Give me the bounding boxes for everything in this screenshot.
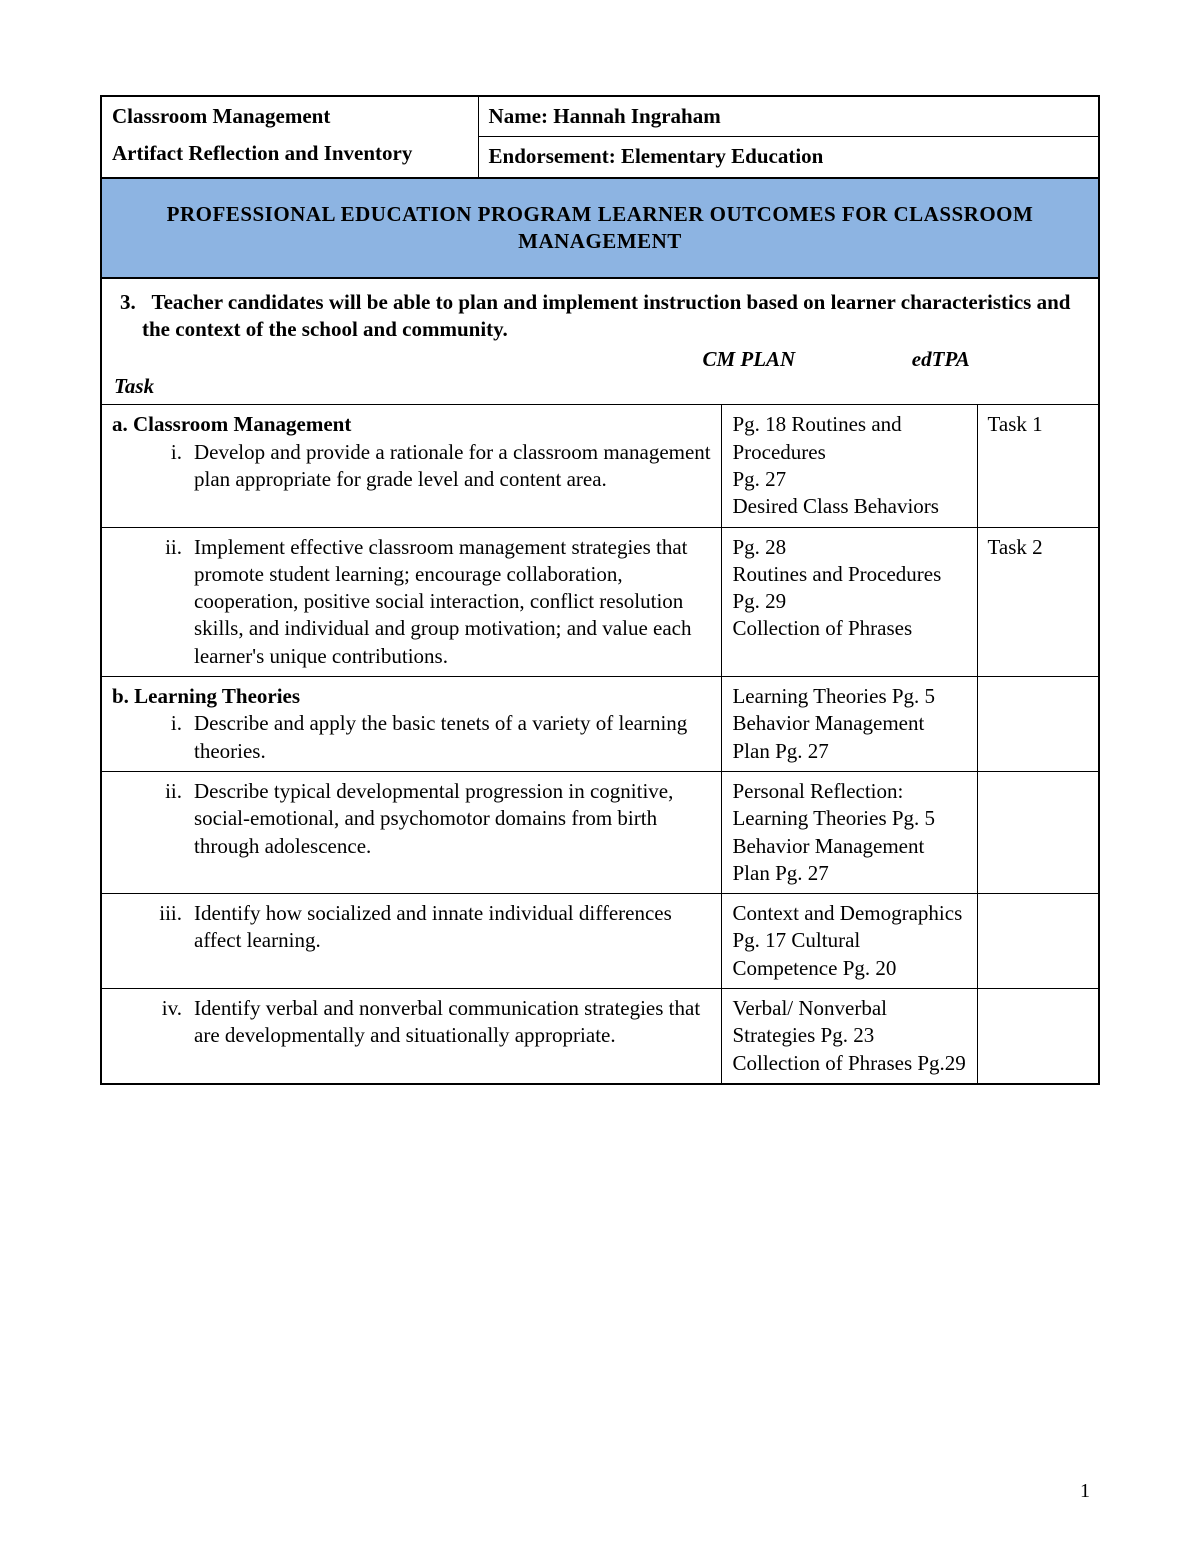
desc-cell: ii. Implement effective classroom manage…: [101, 527, 722, 676]
outcome-number: 3.: [120, 290, 136, 314]
outcome-row: 3. Teacher candidates will be able to pl…: [101, 278, 1099, 405]
table-row: iii. Identify how socialized and innate …: [101, 894, 1099, 989]
cmplan-cell: Context and Demographics Pg. 17 Cultural…: [722, 894, 977, 989]
edtpa-cell: [977, 771, 1099, 893]
table-row: ii. Implement effective classroom manage…: [101, 527, 1099, 676]
main-table: Classroom Management Artifact Reflection…: [100, 95, 1100, 1085]
outcome-block: 3. Teacher candidates will be able to pl…: [114, 289, 1086, 344]
cmplan-cell: Verbal/ Nonverbal Strategies Pg. 23 Coll…: [722, 989, 977, 1084]
desc-cell: b. Learning Theories i. Describe and app…: [101, 677, 722, 772]
header-title-1: Classroom Management: [112, 103, 468, 130]
edtpa-cell: [977, 894, 1099, 989]
cmplan-cell: Personal Reflection: Learning Theories P…: [722, 771, 977, 893]
col-edtpa-label: edTPA: [912, 346, 970, 373]
section-title: b. Learning Theories: [112, 683, 711, 710]
spacer: [112, 955, 711, 981]
table-row: ii. Describe typical developmental progr…: [101, 771, 1099, 893]
name-cell: Name: Hannah Ingraham: [478, 96, 1099, 137]
desc-text: Develop and provide a rationale for a cl…: [194, 439, 711, 494]
desc-cell: a. Classroom Management i. Develop and p…: [101, 405, 722, 527]
edtpa-cell: Task 1: [977, 405, 1099, 527]
table-row: b. Learning Theories i. Describe and app…: [101, 677, 1099, 772]
col-cmplan-label: CM PLAN: [702, 346, 906, 373]
desc-text: Implement effective classroom management…: [194, 534, 711, 670]
roman-numeral: iii.: [112, 900, 194, 955]
header-left-cell: Classroom Management Artifact Reflection…: [101, 96, 478, 178]
cmplan-cell: Pg. 28 Routines and Procedures Pg. 29 Co…: [722, 527, 977, 676]
col-header-line: CM PLAN edTPA: [114, 346, 1086, 373]
cmplan-cell: Pg. 18 Routines and Procedures Pg. 27 De…: [722, 405, 977, 527]
desc-text: Identify verbal and nonverbal communicat…: [194, 995, 711, 1050]
desc-cell: iv. Identify verbal and nonverbal commun…: [101, 989, 722, 1084]
document-page: Classroom Management Artifact Reflection…: [0, 0, 1200, 1553]
header-title-2: Artifact Reflection and Inventory: [112, 140, 468, 167]
banner-cell: PROFESSIONAL EDUCATION PROGRAM LEARNER O…: [101, 178, 1099, 279]
edtpa-cell: [977, 677, 1099, 772]
roman-numeral: i.: [112, 710, 194, 765]
banner-row: PROFESSIONAL EDUCATION PROGRAM LEARNER O…: [101, 178, 1099, 279]
header-row-1: Classroom Management Artifact Reflection…: [101, 96, 1099, 137]
desc-cell: iii. Identify how socialized and innate …: [101, 894, 722, 989]
roman-numeral: ii.: [112, 778, 194, 860]
spacer: [112, 130, 468, 140]
desc-text: Describe typical developmental progressi…: [194, 778, 711, 860]
table-row: a. Classroom Management i. Develop and p…: [101, 405, 1099, 527]
roman-numeral: i.: [112, 439, 194, 494]
outcome-cell: 3. Teacher candidates will be able to pl…: [101, 278, 1099, 405]
outcome-text: Teacher candidates will be able to plan …: [142, 290, 1070, 341]
desc-cell: ii. Describe typical developmental progr…: [101, 771, 722, 893]
roman-numeral: ii.: [112, 534, 194, 670]
page-number: 1: [1080, 1480, 1090, 1503]
desc-text: Describe and apply the basic tenets of a…: [194, 710, 711, 765]
endorsement-cell: Endorsement: Elementary Education: [478, 137, 1099, 178]
roman-numeral: iv.: [112, 995, 194, 1050]
table-row: iv. Identify verbal and nonverbal commun…: [101, 989, 1099, 1084]
edtpa-cell: Task 2: [977, 527, 1099, 676]
section-title: a. Classroom Management: [112, 411, 711, 438]
task-label: Task: [114, 373, 1086, 400]
desc-text: Identify how socialized and innate indiv…: [194, 900, 711, 955]
edtpa-cell: [977, 989, 1099, 1084]
cmplan-cell: Learning Theories Pg. 5 Behavior Managem…: [722, 677, 977, 772]
